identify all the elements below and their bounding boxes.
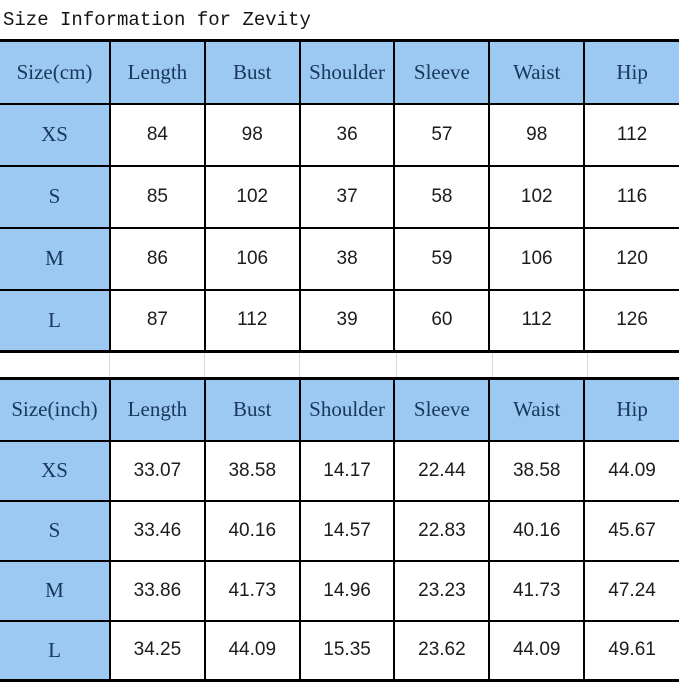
measurement-cell: 112 (203, 288, 301, 353)
gap-gridline-segment (110, 353, 206, 377)
measurement-cell: 84 (109, 102, 206, 167)
measurement-cell: 44.09 (203, 619, 301, 682)
gap-gridline-segment (0, 353, 111, 377)
table-row: L 87 112 39 60 112 126 (0, 288, 679, 353)
table-row: S 33.46 40.16 14.57 22.83 40.16 45.67 (0, 499, 679, 562)
measurement-cell: 34.25 (109, 619, 206, 682)
table-gap (0, 353, 679, 377)
measurement-cell: 98 (488, 102, 586, 167)
measurement-cell: 98 (203, 102, 301, 167)
measurement-cell: 57 (393, 102, 491, 167)
gap-gridline-segment (205, 353, 301, 377)
header-row: Size(inch) Length Bust Shoulder Sleeve Waist H… (0, 377, 679, 442)
measurement-cell: 40.16 (488, 499, 586, 562)
size-unit-header-cell: Size(inch) (0, 377, 111, 442)
measurement-cell: 59 (393, 226, 491, 291)
gap-gridline-segment (397, 353, 493, 377)
measurement-cell: 23.62 (393, 619, 491, 682)
measurement-cell: 106 (488, 226, 586, 291)
column-header-cell: Length (109, 39, 206, 105)
measurement-cell: 112 (583, 102, 679, 167)
measurement-cell: 45.67 (583, 499, 679, 562)
measurement-cell: 14.96 (298, 559, 396, 622)
table-row: M 86 106 38 59 106 120 (0, 226, 679, 291)
measurement-cell: 22.44 (393, 439, 491, 502)
column-header-cell: Hip (583, 39, 679, 105)
measurement-cell: 116 (583, 164, 679, 229)
page-title: Size Information for Zevity (3, 9, 311, 31)
measurement-cell: 37 (298, 164, 396, 229)
gap-gridline-segment (300, 353, 398, 377)
measurement-cell: 41.73 (203, 559, 301, 622)
size-table-inch: Size(inch) Length Bust Shoulder Sleeve Waist H… (0, 377, 679, 682)
measurement-cell: 106 (203, 226, 301, 291)
measurement-cell: 47.24 (583, 559, 679, 622)
measurement-cell: 41.73 (488, 559, 586, 622)
measurement-cell: 86 (109, 226, 206, 291)
column-header-cell: Sleeve (393, 377, 491, 442)
table-row: M 33.86 41.73 14.96 23.23 41.73 47.24 (0, 559, 679, 622)
column-header-cell: Waist (488, 39, 586, 105)
measurement-cell: 36 (298, 102, 396, 167)
size-label-cell: S (0, 499, 111, 562)
measurement-cell: 14.57 (298, 499, 396, 562)
measurement-cell: 58 (393, 164, 491, 229)
table-row: XS 33.07 38.58 14.17 22.44 38.58 44.09 (0, 439, 679, 502)
size-label-cell: XS (0, 102, 111, 167)
measurement-cell: 14.17 (298, 439, 396, 502)
measurement-cell: 126 (583, 288, 679, 353)
size-unit-header-cell: Size(cm) (0, 39, 111, 105)
size-table-cm: Size(cm) Length Bust Shoulder Sleeve Waist Hip… (0, 39, 679, 353)
table-row: XS 84 98 36 57 98 112 (0, 102, 679, 167)
header-row: Size(cm) Length Bust Shoulder Sleeve Waist Hip (0, 39, 679, 105)
measurement-cell: 60 (393, 288, 491, 353)
gap-gridline-segment (588, 353, 679, 377)
measurement-cell: 15.35 (298, 619, 396, 682)
column-header-cell: Shoulder (298, 39, 396, 105)
measurement-cell: 44.09 (488, 619, 586, 682)
measurement-cell: 33.07 (109, 439, 206, 502)
column-header-cell: Length (109, 377, 206, 442)
measurement-cell: 87 (109, 288, 206, 353)
measurement-cell: 112 (488, 288, 586, 353)
measurement-cell: 102 (203, 164, 301, 229)
measurement-cell: 33.86 (109, 559, 206, 622)
measurement-cell: 39 (298, 288, 396, 353)
measurement-cell: 40.16 (203, 499, 301, 562)
measurement-cell: 44.09 (583, 439, 679, 502)
measurement-cell: 102 (488, 164, 586, 229)
column-header-cell: Waist (488, 377, 586, 442)
column-header-cell: Shoulder (298, 377, 396, 442)
size-label-cell: S (0, 164, 111, 229)
measurement-cell: 33.46 (109, 499, 206, 562)
size-label-cell: L (0, 288, 111, 353)
measurement-cell: 120 (583, 226, 679, 291)
size-label-cell: L (0, 619, 111, 682)
measurement-cell: 85 (109, 164, 206, 229)
size-label-cell: M (0, 559, 111, 622)
table-row: S 85 102 37 58 102 116 (0, 164, 679, 229)
column-header-cell: Hip (583, 377, 679, 442)
size-label-cell: XS (0, 439, 111, 502)
measurement-cell: 49.61 (583, 619, 679, 682)
measurement-cell: 38 (298, 226, 396, 291)
measurement-cell: 38.58 (203, 439, 301, 502)
table-row: L 34.25 44.09 15.35 23.62 44.09 49.61 (0, 619, 679, 682)
measurement-cell: 22.83 (393, 499, 491, 562)
column-header-cell: Sleeve (393, 39, 491, 105)
column-header-cell: Bust (203, 39, 301, 105)
size-label-cell: M (0, 226, 111, 291)
measurement-cell: 23.23 (393, 559, 491, 622)
gap-gridline-segment (493, 353, 588, 377)
measurement-cell: 38.58 (488, 439, 586, 502)
column-header-cell: Bust (203, 377, 301, 442)
